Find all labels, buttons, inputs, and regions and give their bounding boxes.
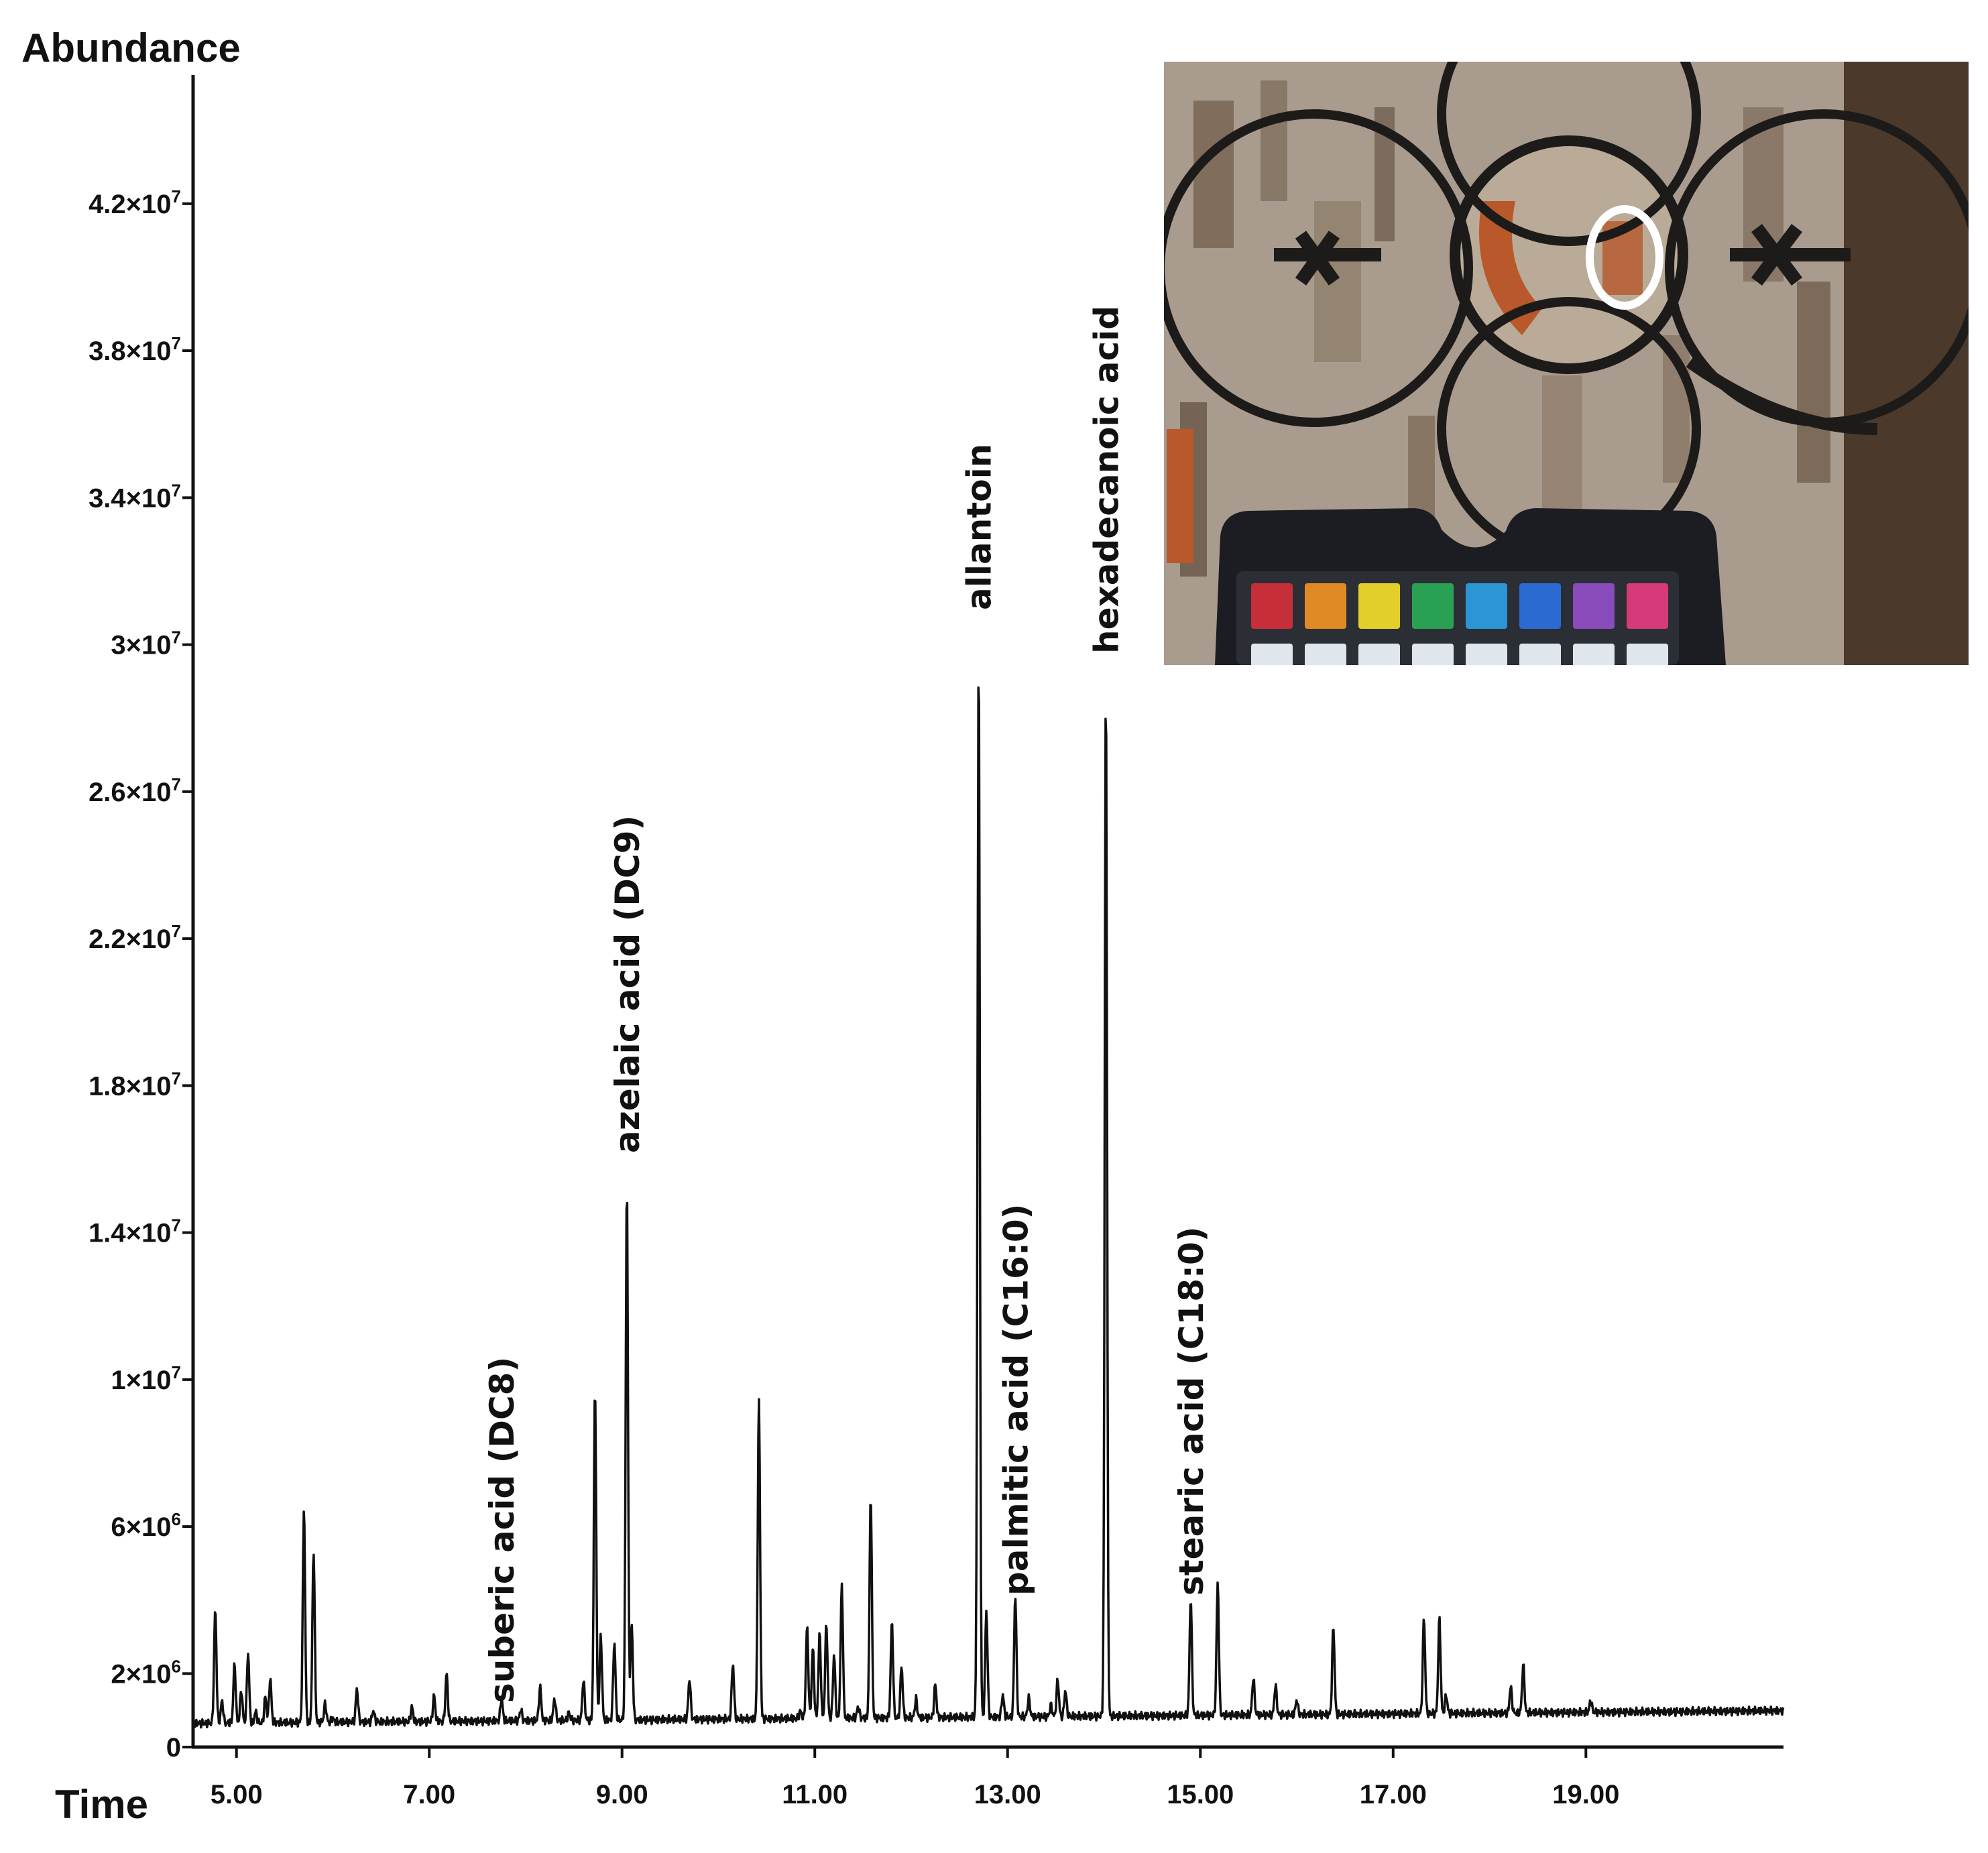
inset-red-paint <box>1167 429 1193 563</box>
y-tick-label: 2.2×107 <box>89 921 181 954</box>
y-tick-mantissa: 3×10 <box>111 631 171 660</box>
y-tick-mantissa: 3.8×10 <box>89 337 171 366</box>
inset-leaf-motif <box>1274 231 1381 286</box>
y-tick-mantissa: 0 <box>166 1733 181 1762</box>
y-tick-label: 3×107 <box>111 627 181 660</box>
sample-location-marker <box>1586 205 1663 310</box>
color-checker-panel <box>1236 571 1679 665</box>
y-axis-title: Abundance <box>21 25 241 70</box>
y-tick-label: 1.8×107 <box>89 1068 181 1101</box>
color-swatch <box>1412 583 1454 629</box>
y-tick-mantissa: 6×10 <box>111 1512 171 1542</box>
peak-label: allantoin <box>960 444 999 610</box>
grey-swatch <box>1305 644 1346 665</box>
grey-swatch <box>1466 644 1507 665</box>
x-axis-title: Time <box>55 1782 148 1827</box>
x-tick-label: 13.00 <box>974 1780 1041 1809</box>
inset-stain <box>1314 201 1361 362</box>
x-tick-label: 7.00 <box>403 1780 455 1809</box>
inset-stain <box>1408 416 1435 523</box>
x-tick-label: 15.00 <box>1167 1780 1234 1809</box>
grey-swatch <box>1358 644 1400 665</box>
peak-annotations: suberic acid (DC8) azelaic acid (DC9) alla… <box>483 306 1211 1703</box>
y-ticks: 02×1066×1061×1071.4×1071.8×1072.2×1072.6… <box>89 186 193 1762</box>
y-tick-mantissa: 4.2×10 <box>89 190 171 219</box>
y-tick-label: 0 <box>166 1733 181 1762</box>
y-tick-mantissa: 2×10 <box>111 1659 171 1689</box>
x-tick-label: 17.00 <box>1360 1780 1427 1809</box>
grey-swatch <box>1412 644 1454 665</box>
inset-wood-edge <box>1844 62 1969 665</box>
y-tick-mantissa: 1.8×10 <box>89 1071 171 1101</box>
x-ticks: 5.00 7.00 9.00 11.00 13.00 15.00 17.00 19.00 <box>211 1747 1619 1809</box>
color-swatch <box>1573 583 1615 629</box>
y-tick-mantissa: 3.4×10 <box>89 483 171 513</box>
color-swatch <box>1627 583 1668 629</box>
y-tick-exponent: 7 <box>172 333 181 353</box>
color-swatch <box>1466 583 1507 629</box>
y-tick-exponent: 6 <box>172 1656 181 1676</box>
grey-swatch <box>1573 644 1615 665</box>
y-tick-exponent: 7 <box>172 1362 181 1382</box>
y-tick-mantissa: 2.2×10 <box>89 924 171 954</box>
y-tick-exponent: 7 <box>172 186 181 206</box>
y-tick-label: 2×106 <box>111 1656 181 1689</box>
inset-leaf-motif <box>1730 224 1851 286</box>
y-tick-exponent: 7 <box>172 774 181 794</box>
x-tick-label: 11.00 <box>782 1780 847 1809</box>
y-tick-exponent: 6 <box>172 1509 181 1529</box>
peak-label: suberic acid (DC8) <box>483 1357 522 1703</box>
y-tick-label: 3.4×107 <box>89 480 181 513</box>
y-tick-label: 3.8×107 <box>89 333 181 366</box>
inset-stain <box>1542 375 1582 510</box>
y-tick-label: 1×107 <box>111 1362 181 1395</box>
inset-petal <box>1437 62 1701 246</box>
inset-stain <box>1797 282 1830 483</box>
inset-red-paint <box>1479 201 1542 335</box>
inset-stain <box>1261 80 1287 201</box>
color-checker-card <box>1215 508 1726 665</box>
peak-label: stearic acid (C18:0) <box>1172 1226 1211 1596</box>
inset-red-paint <box>1602 221 1643 295</box>
color-swatch <box>1305 583 1346 629</box>
peak-label: hexadecanoic acid <box>1087 306 1126 654</box>
y-tick-exponent: 7 <box>172 1215 181 1236</box>
color-swatch <box>1358 583 1400 629</box>
y-tick-label: 2.6×107 <box>89 774 181 807</box>
inset-stroke <box>1686 357 1878 435</box>
grey-swatch <box>1627 644 1668 665</box>
grey-swatch <box>1519 644 1561 665</box>
y-tick-mantissa: 2.6×10 <box>89 778 171 807</box>
grey-swatch <box>1251 644 1293 665</box>
y-tick-label: 6×106 <box>111 1509 181 1542</box>
y-tick-exponent: 7 <box>172 480 181 500</box>
color-swatch <box>1519 583 1561 629</box>
x-tick-label: 19.00 <box>1552 1780 1619 1809</box>
x-tick-label: 5.00 <box>211 1780 263 1809</box>
inset-petal <box>1164 109 1473 427</box>
color-swatches <box>1251 583 1668 665</box>
peak-label: azelaic acid (DC9) <box>608 815 647 1153</box>
chromatogram-trace <box>192 686 1785 1729</box>
y-tick-exponent: 7 <box>172 1068 181 1088</box>
inset-ornament <box>1164 62 1969 561</box>
color-swatch <box>1251 583 1293 629</box>
x-tick-label: 9.00 <box>596 1780 648 1809</box>
y-tick-exponent: 7 <box>172 921 181 941</box>
y-tick-exponent: 7 <box>172 627 181 648</box>
y-tick-label: 1.4×107 <box>89 1215 181 1248</box>
inset-photo <box>1164 62 1969 665</box>
peak-label: palmitic acid (C16:0) <box>996 1204 1035 1596</box>
y-tick-mantissa: 1×10 <box>111 1366 171 1395</box>
y-tick-label: 4.2×107 <box>89 186 181 219</box>
y-tick-mantissa: 1.4×10 <box>89 1219 171 1248</box>
inset-stain <box>1193 101 1234 248</box>
